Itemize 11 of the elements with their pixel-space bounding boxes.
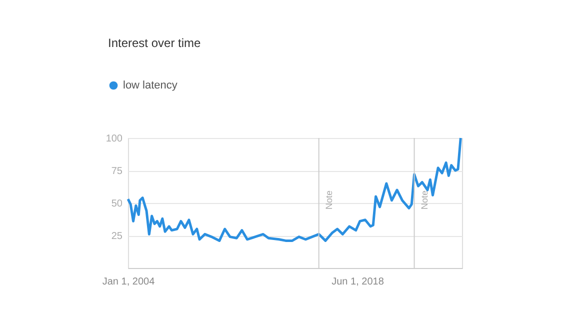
ref-line-label: Note: [419, 190, 430, 210]
chart-title: Interest over time: [108, 36, 202, 50]
line-series: [126, 136, 462, 242]
legend-label: low latency: [123, 80, 178, 92]
x-tick-label: Jun 1, 2018: [332, 276, 384, 288]
y-tick-label: 75: [111, 166, 123, 177]
y-tick-label: 25: [111, 231, 123, 242]
y-tick-label: 100: [106, 134, 123, 144]
y-tick-label: 50: [111, 198, 123, 210]
ref-line-label: Note: [324, 190, 334, 210]
x-tick-label: Jan 1, 2004: [102, 276, 156, 288]
